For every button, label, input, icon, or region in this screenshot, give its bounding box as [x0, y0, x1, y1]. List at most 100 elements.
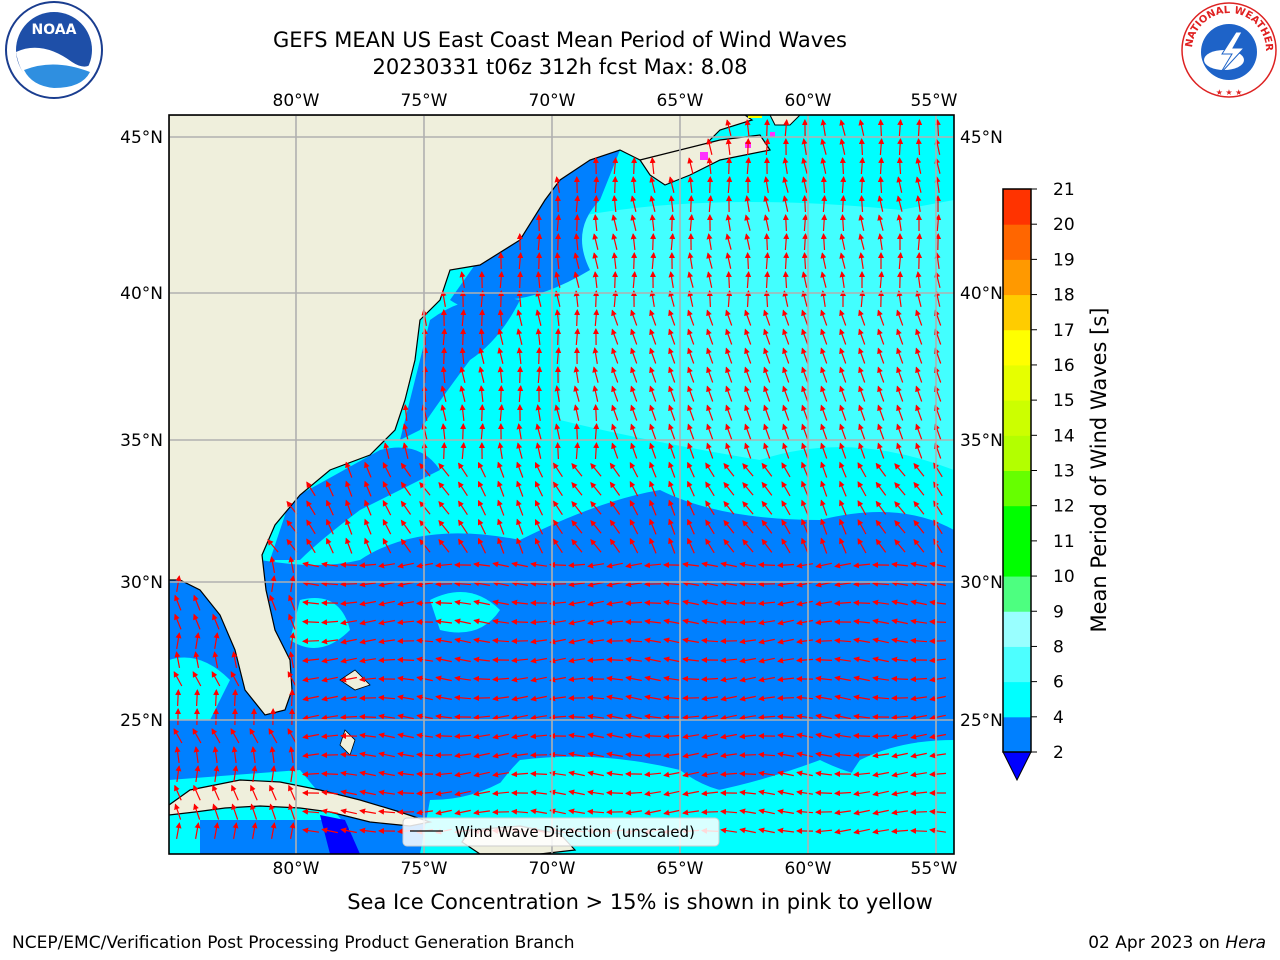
- lon-labels-bottom: 80°W 75°W 70°W 65°W 60°W 55°W: [273, 859, 958, 879]
- wave-direction-arrow: [530, 657, 548, 664]
- lon-label: 65°W: [657, 859, 704, 879]
- wave-direction-arrow: [682, 771, 699, 778]
- wave-direction-arrow: [269, 556, 276, 574]
- wave-direction-arrow: [820, 347, 828, 364]
- wave-direction-arrow: [858, 214, 865, 231]
- wave-direction-arrow: [289, 632, 296, 649]
- wave-direction-arrow: [397, 789, 415, 796]
- wave-direction-arrow: [877, 233, 884, 250]
- wave-direction-arrow: [777, 657, 794, 664]
- wave-direction-arrow: [739, 714, 756, 721]
- wave-direction-arrow: [745, 157, 752, 175]
- wave-direction-arrow: [663, 771, 681, 778]
- wave-direction-arrow: [896, 366, 904, 383]
- wave-direction-arrow: [534, 499, 544, 516]
- wave-direction-arrow: [744, 328, 752, 345]
- wave-direction-arrow: [763, 404, 771, 421]
- wave-direction-arrow: [625, 656, 642, 663]
- wave-direction-arrow: [477, 537, 487, 554]
- wave-direction-arrow: [194, 765, 201, 782]
- wave-direction-arrow: [511, 714, 528, 721]
- wave-direction-arrow: [725, 347, 733, 364]
- wave-direction-arrow: [571, 463, 583, 477]
- wave-direction-arrow: [611, 404, 619, 421]
- wave-direction-arrow: [739, 580, 757, 587]
- wave-direction-arrow: [896, 442, 904, 459]
- wave-direction-arrow: [875, 538, 887, 553]
- wave-direction-arrow: [872, 656, 889, 663]
- wave-direction-arrow: [815, 581, 832, 588]
- wave-direction-arrow: [701, 561, 718, 568]
- wave-direction-arrow: [649, 442, 657, 459]
- wave-direction-arrow: [321, 657, 339, 664]
- wave-direction-arrow: [663, 599, 680, 606]
- wave-direction-arrow: [915, 271, 922, 288]
- wave-direction-arrow: [668, 404, 676, 421]
- wave-direction-arrow: [758, 808, 775, 815]
- wave-direction-arrow: [777, 732, 794, 739]
- wave-direction-arrow: [915, 176, 922, 193]
- wave-direction-arrow: [739, 657, 757, 664]
- wave-direction-arrow: [701, 809, 719, 816]
- wave-direction-arrow: [498, 271, 505, 289]
- wave-direction-arrow: [440, 423, 447, 440]
- wave-direction-arrow: [853, 828, 870, 835]
- lon-label: 60°W: [785, 859, 832, 879]
- wave-direction-arrow: [781, 481, 791, 497]
- wave-direction-arrow: [402, 442, 409, 459]
- wave-direction-arrow: [682, 714, 700, 721]
- wave-direction-arrow: [668, 385, 676, 402]
- footer-credit: NCEP/EMC/Verification Post Processing Pr…: [12, 933, 575, 953]
- wave-direction-arrow: [473, 618, 490, 625]
- wave-direction-arrow: [668, 309, 676, 326]
- wave-direction-arrow: [763, 366, 771, 383]
- wave-direction-arrow: [173, 728, 183, 744]
- wave-direction-arrow: [815, 638, 833, 645]
- wave-direction-arrow: [802, 233, 809, 251]
- wave-direction-arrow: [611, 309, 619, 326]
- wave-direction-arrow: [725, 385, 733, 402]
- wave-direction-arrow: [701, 599, 718, 606]
- footer-date: 02 Apr 2023 on Hera: [1088, 933, 1266, 953]
- wave-direction-arrow: [891, 790, 909, 797]
- wave-direction-arrow: [706, 309, 714, 326]
- wave-direction-arrow: [441, 442, 448, 460]
- wave-direction-arrow: [340, 657, 357, 664]
- wave-direction-arrow: [820, 518, 828, 535]
- wave-direction-arrow: [454, 733, 472, 740]
- wave-direction-arrow: [853, 637, 871, 644]
- wave-direction-arrow: [435, 694, 453, 701]
- wave-direction-arrow: [891, 618, 908, 625]
- wave-direction-arrow: [555, 214, 562, 232]
- wave-direction-arrow: [609, 519, 621, 534]
- wave-direction-arrow: [839, 461, 847, 478]
- wave-direction-arrow: [894, 520, 906, 534]
- wave-direction-arrow: [192, 728, 202, 744]
- wave-direction-arrow: [516, 442, 523, 459]
- wave-direction-arrow: [834, 809, 851, 816]
- wave-direction-arrow: [530, 789, 547, 796]
- wave-direction-arrow: [839, 385, 847, 402]
- wave-direction-arrow: [321, 789, 338, 796]
- wave-direction-arrow: [929, 676, 946, 683]
- wave-direction-arrow: [896, 347, 904, 364]
- wave-direction-arrow: [801, 366, 809, 383]
- wave-direction-arrow: [739, 827, 756, 834]
- wave-direction-arrow: [302, 657, 320, 664]
- wave-direction-arrow: [839, 214, 846, 232]
- wave-direction-arrow: [872, 809, 889, 816]
- wave-direction-arrow: [858, 347, 866, 364]
- wave-direction-arrow: [175, 822, 182, 840]
- wave-direction-arrow: [739, 789, 756, 796]
- wave-direction-arrow: [858, 385, 866, 402]
- wave-direction-arrow: [611, 195, 618, 213]
- wave-direction-arrow: [913, 481, 925, 496]
- wave-direction-arrow: [839, 157, 846, 175]
- wave-direction-arrow: [568, 657, 585, 664]
- wave-direction-arrow: [629, 519, 639, 535]
- wave-direction-arrow: [915, 366, 923, 383]
- wave-direction-arrow: [720, 676, 737, 683]
- wave-direction-arrow: [815, 751, 833, 758]
- wave-direction-arrow: [687, 347, 695, 364]
- wave-direction-arrow: [302, 695, 319, 702]
